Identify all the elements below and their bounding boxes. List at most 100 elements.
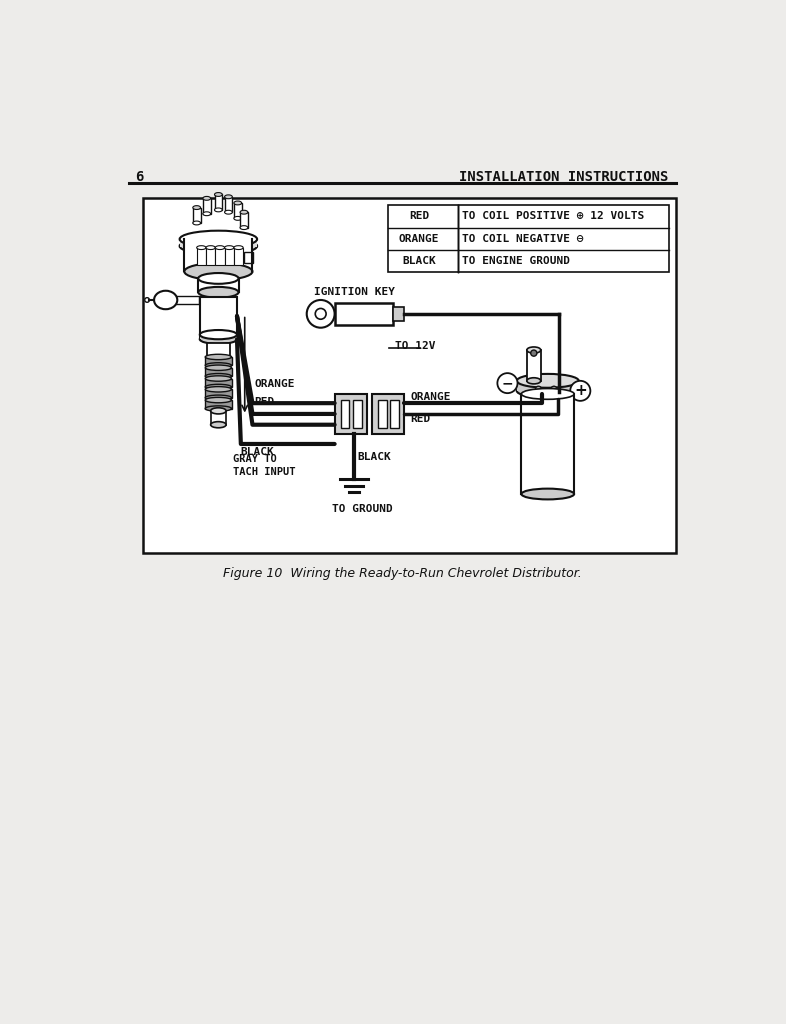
Ellipse shape bbox=[200, 330, 237, 339]
Text: ORANGE: ORANGE bbox=[254, 379, 295, 389]
Ellipse shape bbox=[527, 378, 541, 384]
Ellipse shape bbox=[205, 406, 232, 412]
Bar bbox=[378, 400, 387, 428]
Text: BLACK: BLACK bbox=[402, 256, 436, 266]
Bar bbox=[206, 248, 215, 264]
Ellipse shape bbox=[527, 347, 541, 353]
Ellipse shape bbox=[234, 246, 243, 250]
Bar bbox=[205, 389, 232, 397]
Ellipse shape bbox=[211, 422, 226, 428]
Bar bbox=[207, 343, 230, 357]
Ellipse shape bbox=[521, 488, 574, 500]
Text: Figure 10  Wiring the Ready-to-Run Chevrolet Distributor.: Figure 10 Wiring the Ready-to-Run Chevro… bbox=[223, 567, 582, 580]
Text: RED: RED bbox=[409, 211, 429, 221]
Bar bbox=[244, 252, 253, 263]
Text: RED: RED bbox=[254, 397, 274, 408]
Circle shape bbox=[531, 350, 537, 356]
Ellipse shape bbox=[240, 225, 248, 229]
Text: −: − bbox=[501, 376, 513, 390]
Circle shape bbox=[315, 308, 326, 319]
Ellipse shape bbox=[205, 374, 232, 379]
Ellipse shape bbox=[215, 193, 222, 197]
Circle shape bbox=[535, 386, 542, 392]
Ellipse shape bbox=[240, 210, 248, 214]
Text: IGNITION KEY: IGNITION KEY bbox=[314, 288, 395, 297]
Circle shape bbox=[145, 298, 149, 302]
Bar bbox=[521, 394, 574, 494]
Bar bbox=[240, 212, 248, 227]
Bar bbox=[225, 248, 234, 264]
Bar bbox=[143, 198, 676, 553]
Bar bbox=[205, 379, 232, 387]
Bar bbox=[196, 248, 206, 264]
Ellipse shape bbox=[234, 201, 241, 205]
Ellipse shape bbox=[196, 246, 206, 250]
Text: TO GROUND: TO GROUND bbox=[332, 505, 393, 514]
Bar bbox=[234, 248, 243, 264]
Text: BLACK: BLACK bbox=[241, 446, 274, 457]
Ellipse shape bbox=[205, 354, 232, 359]
Bar bbox=[200, 335, 237, 339]
Bar bbox=[203, 199, 211, 214]
Ellipse shape bbox=[206, 246, 215, 250]
Bar bbox=[215, 248, 225, 264]
Ellipse shape bbox=[225, 246, 234, 250]
Bar bbox=[211, 411, 226, 425]
Ellipse shape bbox=[200, 335, 237, 344]
Bar bbox=[341, 400, 349, 428]
Bar bbox=[200, 297, 237, 339]
Text: TO COIL NEGATIVE ⊖: TO COIL NEGATIVE ⊖ bbox=[462, 233, 584, 244]
Ellipse shape bbox=[180, 230, 257, 248]
Ellipse shape bbox=[521, 388, 574, 399]
Ellipse shape bbox=[184, 263, 252, 280]
Ellipse shape bbox=[225, 195, 233, 199]
Bar bbox=[205, 357, 232, 366]
Bar bbox=[205, 368, 232, 376]
Text: INSTALLATION INSTRUCTIONS: INSTALLATION INSTRUCTIONS bbox=[459, 170, 669, 183]
Bar bbox=[205, 400, 232, 409]
Bar bbox=[516, 381, 578, 391]
Circle shape bbox=[570, 381, 590, 400]
Bar bbox=[225, 197, 233, 212]
Circle shape bbox=[498, 373, 517, 393]
Text: TO COIL POSITIVE ⊕ 12 VOLTS: TO COIL POSITIVE ⊕ 12 VOLTS bbox=[462, 211, 645, 221]
Text: 6: 6 bbox=[135, 170, 144, 183]
Ellipse shape bbox=[205, 384, 232, 390]
Text: TO 12V: TO 12V bbox=[395, 341, 435, 351]
Text: +: + bbox=[574, 383, 586, 398]
Bar bbox=[198, 279, 238, 292]
Ellipse shape bbox=[203, 212, 211, 216]
Bar bbox=[391, 400, 399, 428]
Ellipse shape bbox=[516, 374, 578, 388]
Ellipse shape bbox=[180, 238, 257, 255]
Bar bbox=[393, 307, 403, 321]
Ellipse shape bbox=[215, 208, 222, 212]
Bar bbox=[234, 203, 241, 218]
Ellipse shape bbox=[205, 365, 232, 371]
Text: ORANGE: ORANGE bbox=[399, 233, 439, 244]
Bar bbox=[335, 303, 393, 325]
Ellipse shape bbox=[205, 362, 232, 368]
Text: TO ENGINE GROUND: TO ENGINE GROUND bbox=[462, 256, 571, 266]
Ellipse shape bbox=[205, 397, 232, 402]
Ellipse shape bbox=[198, 287, 238, 298]
Bar bbox=[172, 296, 199, 304]
Bar bbox=[335, 394, 367, 434]
Bar bbox=[388, 205, 669, 272]
Bar bbox=[193, 208, 200, 223]
Text: GRAY TO
TACH INPUT: GRAY TO TACH INPUT bbox=[233, 455, 296, 477]
Ellipse shape bbox=[205, 395, 232, 400]
Bar bbox=[372, 394, 404, 434]
Ellipse shape bbox=[193, 206, 200, 210]
Ellipse shape bbox=[205, 376, 232, 381]
Ellipse shape bbox=[205, 387, 232, 392]
Ellipse shape bbox=[154, 291, 178, 309]
Bar bbox=[353, 400, 362, 428]
Ellipse shape bbox=[516, 384, 578, 397]
Ellipse shape bbox=[211, 408, 226, 414]
Ellipse shape bbox=[234, 216, 241, 220]
Ellipse shape bbox=[203, 197, 211, 201]
Circle shape bbox=[307, 300, 335, 328]
Text: ORANGE: ORANGE bbox=[410, 392, 451, 402]
Bar bbox=[180, 240, 257, 247]
